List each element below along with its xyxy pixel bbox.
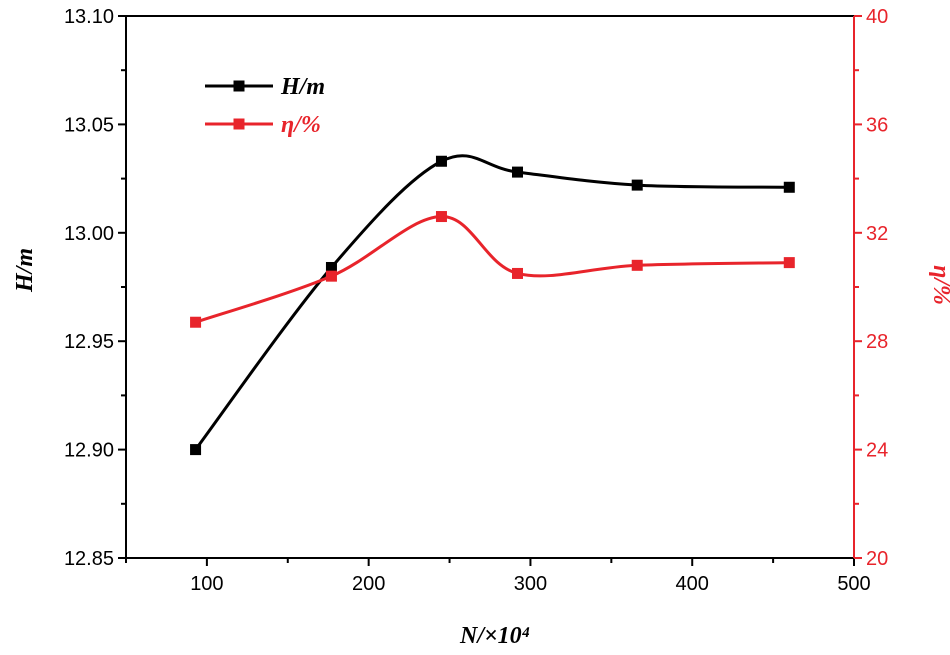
y-tick-label: 12.90	[64, 440, 114, 462]
y2-tick-label: 32	[866, 223, 888, 245]
legend-marker-efficiency	[233, 118, 245, 130]
y-tick-label: 12.95	[64, 331, 114, 353]
data-point-efficiency	[325, 270, 337, 282]
y-tick-label: 12.85	[64, 548, 114, 570]
y2-tick-label: 36	[866, 114, 888, 136]
y-tick-label: 13.10	[64, 6, 114, 28]
x-tick-label: 300	[514, 573, 547, 595]
series-layer	[190, 154, 795, 456]
y2-tick-label: 24	[866, 440, 888, 462]
x-tick-label: 400	[676, 573, 709, 595]
data-point-head	[512, 166, 524, 178]
y2-tick-label: 28	[866, 331, 888, 353]
x-tick-label: 100	[190, 573, 223, 595]
data-point-head	[783, 181, 795, 193]
data-point-efficiency	[435, 211, 447, 223]
legend: H/m η/%	[205, 74, 325, 138]
plot-frame	[125, 15, 855, 559]
legend-marker-head	[233, 80, 245, 92]
x-axis-ticks: 100 200 300 400 500	[125, 558, 871, 595]
data-point-efficiency	[783, 257, 795, 269]
data-point-head	[435, 155, 447, 167]
x-tick-label: 500	[837, 573, 870, 595]
y2-tick-label: 40	[866, 6, 888, 28]
x-axis-title: N/×10⁴	[459, 623, 530, 649]
left-y-axis-ticks: 12.85 12.90 12.95 13.00 13.05 13.10	[64, 6, 126, 570]
right-y-axis-title: η/%	[928, 265, 950, 305]
data-point-efficiency	[512, 267, 524, 279]
y-tick-label: 13.05	[64, 114, 114, 136]
data-point-efficiency	[631, 259, 643, 271]
series-line-head	[194, 154, 790, 451]
x-tick-label: 200	[352, 573, 385, 595]
legend-label-head: H/m	[280, 74, 325, 100]
data-point-efficiency	[190, 316, 202, 328]
data-point-head	[190, 444, 202, 456]
legend-label-efficiency: η/%	[281, 112, 321, 138]
y2-tick-label: 20	[866, 548, 888, 570]
series-line-efficiency	[195, 215, 790, 324]
plot-area	[126, 16, 854, 558]
y-tick-label: 13.00	[64, 223, 114, 245]
left-y-axis-title: H/m	[12, 248, 38, 293]
data-point-head	[325, 261, 337, 273]
data-point-head	[631, 179, 643, 191]
right-y-axis-ticks: 20 24 28 32 36 40	[854, 6, 888, 570]
